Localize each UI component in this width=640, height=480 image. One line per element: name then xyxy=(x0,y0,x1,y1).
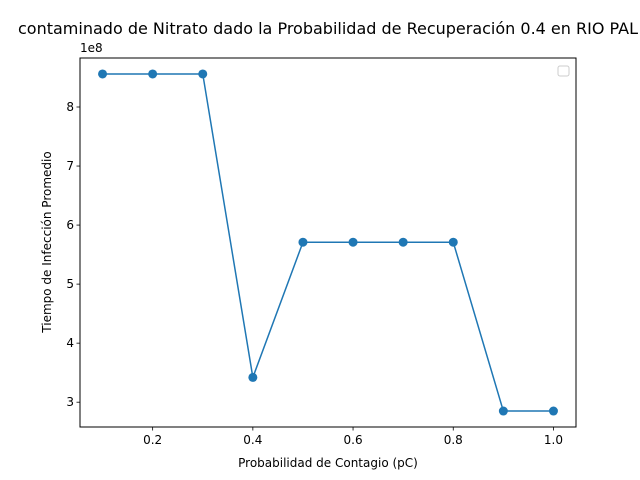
y-tick-label: 5 xyxy=(66,277,74,291)
y-offset-label: 1e8 xyxy=(80,41,103,55)
y-tick-label: 3 xyxy=(66,395,74,409)
x-tick-label: 1.0 xyxy=(544,433,563,447)
y-axis-label: Tiempo de Infección Promedio xyxy=(40,151,54,333)
data-point xyxy=(148,69,158,79)
x-axis-ticks: 0.2 0.4 0.6 0.8 1.0 xyxy=(143,427,563,447)
x-tick-label: 0.4 xyxy=(243,433,262,447)
data-point xyxy=(348,237,358,247)
data-point xyxy=(248,372,258,382)
data-point xyxy=(198,69,208,79)
data-point xyxy=(98,69,108,79)
data-point xyxy=(548,406,558,416)
y-tick-label: 8 xyxy=(66,100,74,114)
series-line xyxy=(102,73,554,412)
x-axis-label: Probabilidad de Contagio (pC) xyxy=(238,456,418,470)
data-point xyxy=(398,237,408,247)
data-point xyxy=(448,237,458,247)
data-point xyxy=(498,406,508,416)
y-tick-label: 7 xyxy=(66,159,74,173)
y-tick-label: 6 xyxy=(66,218,74,232)
x-tick-label: 0.2 xyxy=(143,433,162,447)
plot-area: 3 4 5 6 7 8 0.2 0.4 0.6 0.8 1.0 xyxy=(66,57,577,447)
y-tick-label: 4 xyxy=(66,336,74,350)
x-tick-label: 0.8 xyxy=(444,433,463,447)
chart-title: contaminado de Nitrato dado la Probabili… xyxy=(18,19,638,38)
x-tick-label: 0.6 xyxy=(344,433,363,447)
data-point xyxy=(298,237,308,247)
legend-box xyxy=(557,65,570,77)
plot-frame xyxy=(79,57,577,428)
y-axis-ticks: 3 4 5 6 7 8 xyxy=(66,100,80,409)
series-layer xyxy=(98,69,558,416)
